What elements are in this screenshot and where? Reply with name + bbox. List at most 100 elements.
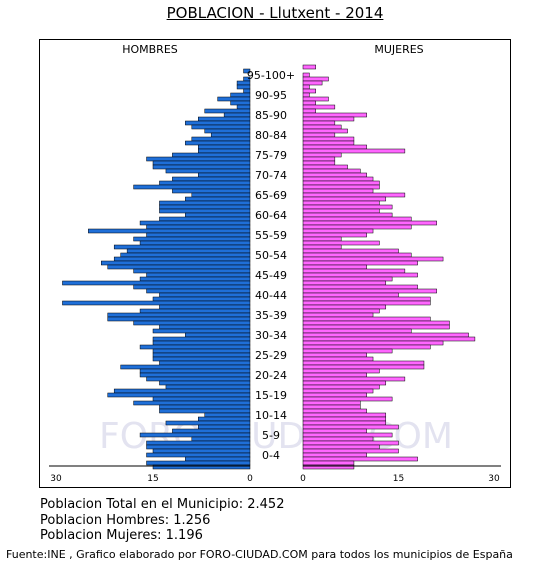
hombres-bar-age-63 bbox=[185, 212, 251, 218]
mujeres-bar-age-54 bbox=[302, 248, 399, 254]
hombres-bar-age-36 bbox=[133, 320, 251, 326]
mujeres-bar-age-70 bbox=[302, 184, 380, 190]
hombres-bar-age-79 bbox=[198, 148, 251, 154]
mujeres-bar-age-83 bbox=[302, 132, 336, 138]
hombres-bar-age-39 bbox=[139, 308, 251, 314]
mujeres-bar-age-14 bbox=[302, 408, 367, 414]
mujeres-bar-age-48 bbox=[302, 272, 418, 278]
source-note: Fuente:INE , Grafico elaborado por FORO-… bbox=[6, 548, 513, 561]
mujeres-bar-age-34 bbox=[302, 328, 412, 334]
mujeres-bar-age-61 bbox=[302, 220, 437, 226]
mujeres-bar-age-45 bbox=[302, 284, 418, 290]
hombres-bar-age-27 bbox=[152, 356, 251, 362]
mujeres-bar-age-53 bbox=[302, 252, 412, 258]
mujeres-bar-age-60 bbox=[302, 224, 412, 230]
mujeres-bar-age-37 bbox=[302, 316, 431, 322]
mujeres-bar-age-26 bbox=[302, 360, 425, 366]
hombres-bar-age-52 bbox=[113, 256, 251, 262]
hombres-bar-age-93 bbox=[230, 92, 251, 98]
mujeres-bar-age-100 bbox=[302, 64, 316, 70]
mujeres-bar-age-4 bbox=[302, 448, 399, 454]
hombres-bars bbox=[62, 68, 251, 470]
x-tick-mujeres: 30 bbox=[488, 474, 500, 484]
hombres-bar-age-55 bbox=[113, 244, 251, 250]
mujeres-bar-age-97 bbox=[302, 76, 329, 82]
mujeres-bar-age-15 bbox=[302, 404, 361, 410]
hombres-bar-age-64 bbox=[159, 208, 251, 214]
mujeres-bar-age-2 bbox=[302, 456, 418, 462]
mujeres-bar-age-17 bbox=[302, 396, 393, 402]
age-label: 85-90 bbox=[255, 109, 287, 122]
mujeres-bar-age-25 bbox=[302, 364, 425, 370]
mujeres-bar-age-88 bbox=[302, 112, 367, 118]
hombres-bar-age-31 bbox=[152, 340, 251, 346]
hombres-bar-age-13 bbox=[204, 412, 251, 418]
age-label: 70-74 bbox=[255, 169, 287, 182]
mujeres-bar-age-8 bbox=[302, 432, 393, 438]
age-label: 65-69 bbox=[255, 189, 287, 202]
x-tick-hombres: 15 bbox=[147, 474, 158, 484]
mujeres-bar-age-66 bbox=[302, 200, 380, 206]
x-tick-mujeres: 15 bbox=[393, 474, 404, 484]
mujeres-bar-age-44 bbox=[302, 288, 437, 294]
hombres-bar-age-91 bbox=[230, 100, 251, 106]
mujeres-bar-age-87 bbox=[302, 116, 355, 122]
hombres-bar-age-94 bbox=[243, 88, 251, 94]
female-population: Poblacion Mujeres: 1.196 bbox=[40, 528, 203, 543]
age-label: 5-9 bbox=[262, 429, 280, 442]
age-label: 15-19 bbox=[255, 389, 287, 402]
mujeres-bar-age-52 bbox=[302, 256, 444, 262]
mujeres-bar-age-79 bbox=[302, 148, 406, 154]
hombres-bar-age-87 bbox=[198, 116, 251, 122]
hombres-bar-age-60 bbox=[146, 224, 251, 230]
mujeres-bar-age-32 bbox=[302, 336, 476, 342]
population-pyramid: FORO-CIUDAD.COM HOMBRES MUJERES 95-100+9… bbox=[49, 43, 501, 484]
mujeres-bar-age-85 bbox=[302, 124, 342, 130]
hombres-bar-age-71 bbox=[159, 180, 251, 186]
hombres-bar-age-30 bbox=[139, 344, 251, 350]
hombres-bar-age-14 bbox=[159, 408, 251, 414]
hombres-bar-age-73 bbox=[198, 172, 251, 178]
hombres-bar-age-78 bbox=[172, 152, 251, 158]
x-tick-hombres: 30 bbox=[50, 474, 62, 484]
mujeres-bar-age-81 bbox=[302, 140, 355, 146]
mujeres-bar-age-94 bbox=[302, 88, 316, 94]
x-tick-mujeres: 0 bbox=[300, 474, 306, 484]
mujeres-bar-age-51 bbox=[302, 260, 418, 266]
mujeres-bars bbox=[302, 64, 476, 470]
mujeres-bar-age-55 bbox=[302, 244, 342, 250]
mujeres-bar-age-7 bbox=[302, 436, 374, 442]
age-label: 30-34 bbox=[255, 329, 287, 342]
mujeres-bar-age-18 bbox=[302, 392, 367, 398]
hombres-bar-age-37 bbox=[107, 316, 251, 322]
hombres-bar-age-83 bbox=[210, 132, 251, 138]
mujeres-bar-age-21 bbox=[302, 380, 387, 386]
age-label: 60-64 bbox=[255, 209, 287, 222]
hombres-bar-age-29 bbox=[152, 348, 251, 354]
mujeres-bar-age-9 bbox=[302, 428, 367, 434]
hombres-bar-age-50 bbox=[107, 264, 251, 270]
mujeres-bar-age-73 bbox=[302, 172, 367, 178]
age-label: 55-59 bbox=[255, 229, 287, 242]
mujeres-bar-age-69 bbox=[302, 188, 374, 194]
mujeres-bar-age-95 bbox=[302, 84, 310, 90]
mujeres-bar-age-62 bbox=[302, 216, 412, 222]
hombres-bar-age-1 bbox=[146, 460, 251, 466]
mujeres-bar-age-6 bbox=[302, 440, 399, 446]
age-label: 0-4 bbox=[262, 449, 280, 462]
male-population: Poblacion Hombres: 1.256 bbox=[40, 513, 211, 528]
mujeres-bar-age-0 bbox=[302, 464, 355, 470]
hombres-bar-age-20 bbox=[165, 384, 251, 390]
age-label: 50-54 bbox=[255, 249, 287, 262]
mujeres-bar-age-58 bbox=[302, 232, 367, 238]
hombres-bar-age-77 bbox=[146, 156, 251, 162]
hombres-bar-age-84 bbox=[204, 128, 251, 134]
mujeres-bar-age-68 bbox=[302, 192, 406, 198]
hombres-bar-age-40 bbox=[159, 304, 251, 310]
hombres-bar-age-62 bbox=[159, 216, 251, 222]
hombres-header: HOMBRES bbox=[122, 43, 178, 56]
hombres-bar-age-16 bbox=[133, 400, 251, 406]
hombres-bar-age-61 bbox=[139, 220, 251, 226]
mujeres-bar-age-76 bbox=[302, 160, 336, 166]
mujeres-bar-age-10 bbox=[302, 424, 399, 430]
